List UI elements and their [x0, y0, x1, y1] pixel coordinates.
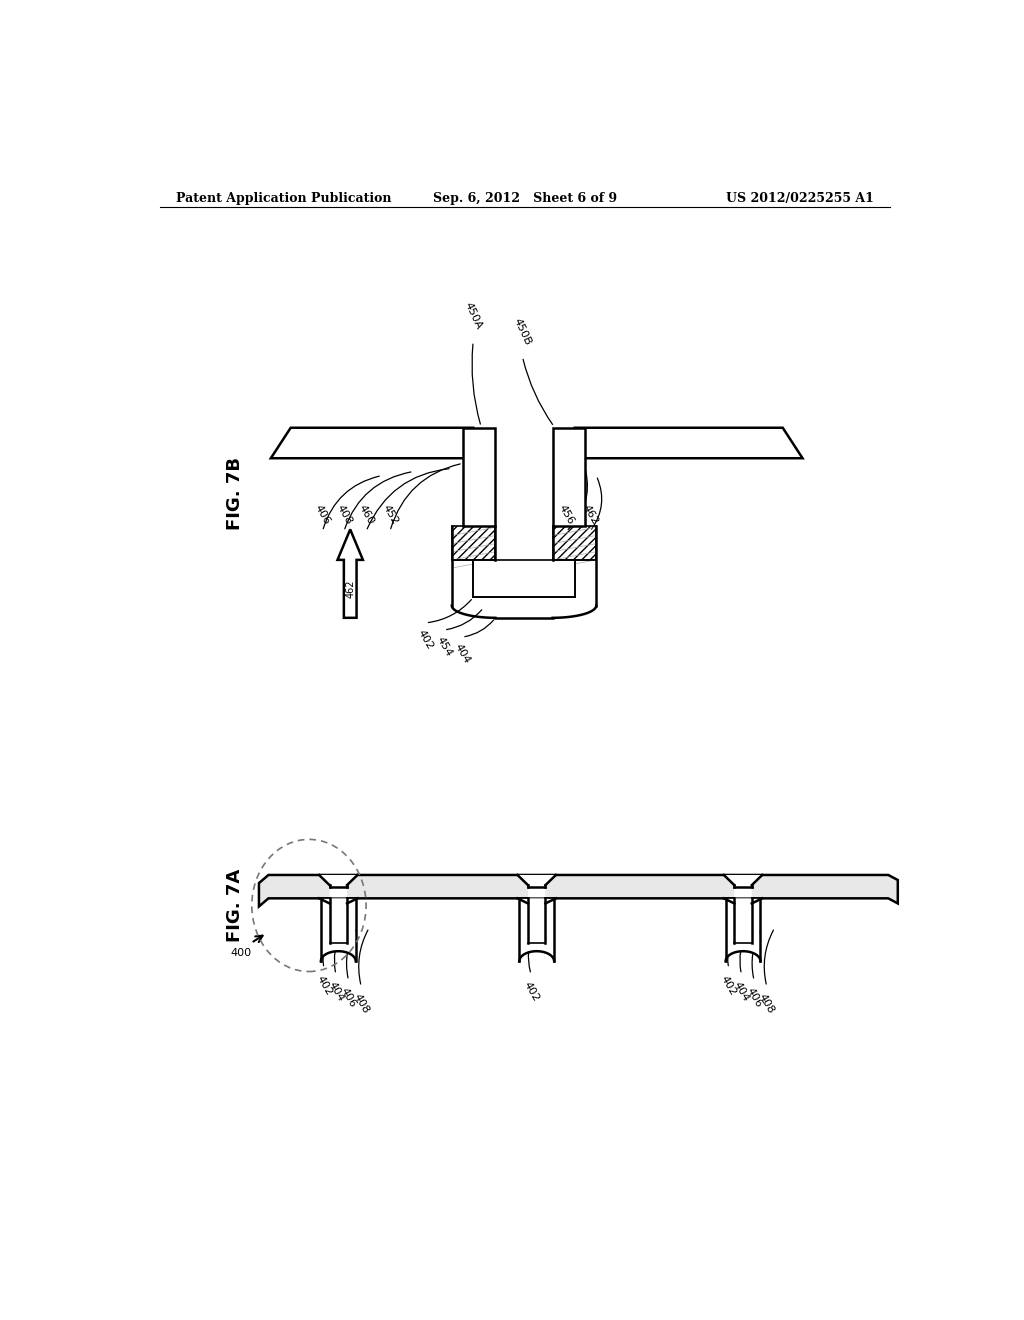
Polygon shape	[517, 875, 556, 898]
Text: Patent Application Publication: Patent Application Publication	[176, 191, 391, 205]
Text: 462: 462	[581, 503, 599, 527]
Polygon shape	[452, 527, 496, 560]
Polygon shape	[724, 875, 762, 898]
Text: 406: 406	[339, 986, 358, 1008]
Text: Sep. 6, 2012   Sheet 6 of 9: Sep. 6, 2012 Sheet 6 of 9	[433, 191, 616, 205]
Text: FIG. 7B: FIG. 7B	[226, 457, 244, 531]
Text: 450B: 450B	[512, 317, 534, 346]
Text: 402: 402	[416, 628, 435, 651]
Text: 454: 454	[434, 635, 454, 659]
Text: 408: 408	[757, 991, 776, 1015]
Text: 406: 406	[744, 986, 764, 1008]
Text: 408: 408	[334, 503, 353, 527]
Polygon shape	[338, 529, 362, 618]
Polygon shape	[463, 428, 496, 527]
Polygon shape	[319, 875, 357, 898]
Text: US 2012/0225255 A1: US 2012/0225255 A1	[726, 191, 873, 205]
Text: 404: 404	[732, 979, 751, 1003]
Text: 452: 452	[380, 503, 399, 527]
Text: 408: 408	[351, 991, 371, 1015]
Polygon shape	[519, 899, 554, 961]
Polygon shape	[553, 428, 585, 527]
Polygon shape	[553, 527, 596, 560]
Text: 402: 402	[314, 974, 334, 997]
Text: 404: 404	[327, 979, 345, 1003]
Polygon shape	[270, 428, 473, 458]
Text: 460: 460	[356, 503, 376, 527]
Text: 402: 402	[521, 979, 541, 1003]
Polygon shape	[259, 875, 898, 907]
Polygon shape	[473, 560, 574, 598]
Text: 404: 404	[453, 643, 472, 665]
Polygon shape	[726, 899, 761, 961]
Text: 400: 400	[230, 948, 251, 958]
Text: 402: 402	[719, 974, 738, 997]
Text: 462: 462	[345, 579, 355, 598]
Polygon shape	[321, 899, 355, 961]
Text: FIG. 7A: FIG. 7A	[226, 869, 244, 942]
Text: 406: 406	[312, 503, 332, 527]
Text: 450A: 450A	[463, 301, 483, 331]
Text: 456: 456	[556, 503, 575, 527]
Polygon shape	[574, 428, 803, 458]
